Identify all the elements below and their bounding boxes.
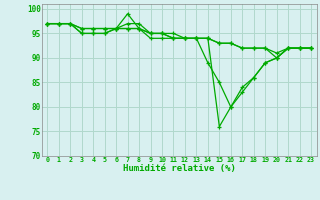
X-axis label: Humidité relative (%): Humidité relative (%) [123,164,236,173]
